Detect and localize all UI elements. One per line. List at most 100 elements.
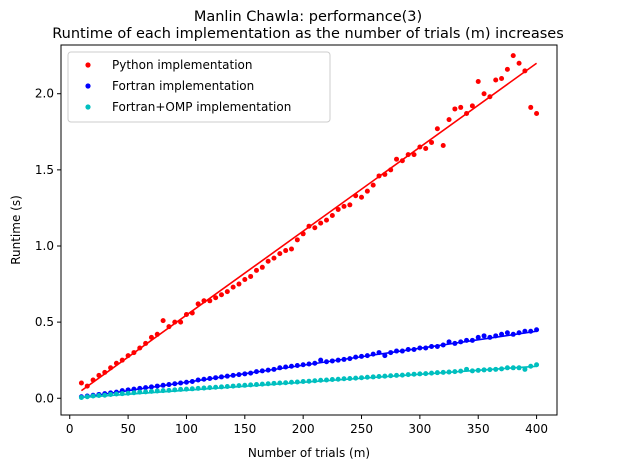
series-layer	[78, 53, 540, 400]
legend-marker-fortran	[85, 83, 91, 89]
data-point	[125, 353, 131, 359]
data-point	[353, 375, 359, 381]
data-point	[458, 368, 464, 374]
y-tick-label: 2.0	[35, 87, 54, 101]
chart-title: Manlin Chawla: performance(3)	[194, 9, 422, 25]
data-point	[464, 337, 470, 343]
data-point	[300, 231, 306, 237]
data-point	[534, 362, 540, 368]
data-point	[446, 339, 452, 345]
data-point	[499, 75, 505, 81]
data-point	[143, 389, 149, 395]
data-point	[516, 60, 522, 66]
data-point	[300, 362, 306, 368]
series-1	[78, 327, 540, 400]
data-point	[499, 366, 505, 372]
data-point	[434, 370, 440, 376]
data-point	[534, 111, 540, 117]
data-point	[353, 193, 359, 199]
data-point	[277, 365, 283, 371]
data-point	[364, 374, 370, 380]
data-point	[271, 255, 277, 261]
data-point	[271, 366, 277, 372]
data-point	[312, 225, 318, 231]
legend-label-fortran-omp: Fortran+OMP implementation	[112, 100, 291, 114]
data-point	[399, 348, 405, 354]
data-point	[183, 386, 189, 392]
data-point	[335, 357, 341, 363]
data-point	[522, 68, 528, 74]
data-point	[160, 382, 166, 388]
data-point	[522, 328, 528, 334]
data-point	[218, 292, 224, 298]
data-point	[283, 380, 289, 386]
data-point	[119, 357, 125, 363]
data-point	[394, 156, 400, 162]
data-point	[195, 301, 201, 307]
data-point	[376, 350, 382, 356]
data-point	[207, 298, 213, 304]
data-point	[475, 334, 481, 340]
data-point	[265, 381, 271, 387]
data-point	[528, 104, 534, 110]
data-point	[370, 351, 376, 357]
data-point	[154, 331, 160, 337]
data-point	[148, 384, 154, 390]
data-point	[318, 357, 324, 363]
data-point	[183, 312, 189, 318]
data-point	[341, 376, 347, 382]
data-point	[277, 251, 283, 257]
data-point	[189, 310, 195, 316]
data-point	[306, 223, 312, 229]
data-point	[312, 360, 318, 366]
x-tick-label: 50	[120, 422, 135, 436]
ticks-layer: 0 50 100 150 200 250 300 350 400 0.0 0.5 1.0 1.5 2.0	[35, 87, 548, 436]
data-point	[143, 340, 149, 346]
data-point	[417, 345, 423, 351]
data-point	[265, 367, 271, 373]
data-point	[277, 380, 283, 386]
data-point	[388, 373, 394, 379]
data-point	[341, 356, 347, 362]
data-point	[143, 385, 149, 391]
data-point	[213, 295, 219, 301]
data-point	[207, 385, 213, 391]
data-point	[178, 319, 184, 325]
series-0	[78, 53, 540, 392]
data-point	[487, 367, 493, 373]
data-point	[131, 390, 137, 396]
x-tick-label: 150	[233, 422, 256, 436]
legend-marker-fortran-omp	[85, 104, 91, 110]
plot-frame	[60, 44, 558, 416]
data-point	[481, 367, 487, 373]
data-point	[388, 167, 394, 173]
data-point	[376, 173, 382, 179]
data-point	[306, 361, 312, 367]
data-point	[405, 372, 411, 378]
data-point	[125, 390, 131, 396]
data-point	[154, 388, 160, 394]
data-point	[516, 330, 522, 336]
data-point	[493, 333, 499, 339]
data-point	[359, 375, 365, 381]
data-point	[224, 289, 230, 295]
data-point	[183, 379, 189, 385]
data-point	[440, 342, 446, 348]
data-point	[294, 379, 300, 385]
data-point	[224, 373, 230, 379]
data-point	[265, 258, 271, 264]
data-point	[236, 383, 242, 389]
data-point	[318, 377, 324, 383]
data-point	[370, 374, 376, 380]
data-point	[394, 348, 400, 354]
data-point	[102, 369, 108, 375]
data-point	[394, 372, 400, 378]
data-point	[166, 387, 172, 393]
data-point	[475, 367, 481, 373]
data-point	[475, 79, 481, 85]
data-point	[534, 327, 540, 333]
data-point	[452, 106, 458, 112]
data-point	[242, 382, 248, 388]
data-point	[253, 369, 259, 375]
data-point	[148, 334, 154, 340]
